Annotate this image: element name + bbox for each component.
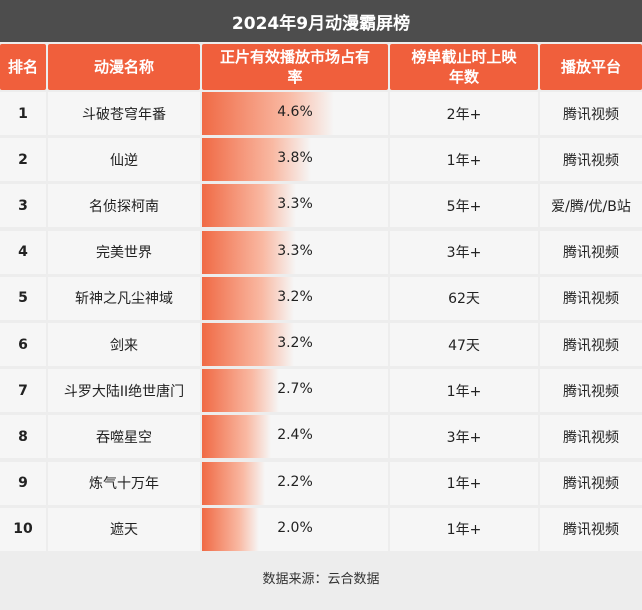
years-cell: 1年+ [390,369,538,413]
share-value-label: 2.2% [277,473,313,490]
years-cell: 2年+ [390,92,538,135]
data-source-note: 数据来源：云合数据 [262,571,380,587]
share-cell: 2.7% [202,369,388,413]
rank-cell: 4 [0,230,46,274]
share-value-label: 3.3% [277,196,313,213]
share-cell: 3.2% [202,323,388,366]
share-value-label: 3.8% [277,150,313,167]
anime-name-cell: 斗罗大陆II绝世唐门 [48,369,200,413]
share-bar [202,369,280,413]
share-cell: 2.0% [202,507,388,551]
years-cell: 1年+ [390,461,538,505]
share-bar [202,507,260,551]
share-bar [202,230,297,274]
years-cell: 47天 [390,323,538,366]
anime-name-cell: 仙逆 [48,138,200,182]
rank-cell: 5 [0,276,46,320]
share-value-label: 3.3% [277,242,313,259]
share-bar [202,323,294,366]
platform-cell: 腾讯视频 [540,461,642,505]
header-rank: 排名 [0,44,46,90]
platform-cell: 腾讯视频 [540,323,642,366]
share-bar [202,461,265,505]
years-cell: 5年+ [390,184,538,228]
anime-name-cell: 炼气十万年 [48,461,200,505]
anime-name-cell: 完美世界 [48,230,200,274]
years-cell: 1年+ [390,138,538,182]
share-cell: 2.4% [202,415,388,459]
platform-cell: 爱/腾/优/B站 [540,184,642,228]
anime-name-cell: 吞噬星空 [48,415,200,459]
rank-cell: 9 [0,461,46,505]
anime-name-cell: 剑来 [48,323,200,366]
header-name: 动漫名称 [48,44,200,90]
rank-cell: 8 [0,415,46,459]
years-cell: 1年+ [390,507,538,551]
rank-cell: 6 [0,323,46,366]
header-years: 榜单截止时上映年数 [390,44,538,90]
share-cell: 3.3% [202,230,388,274]
header-platform: 播放平台 [540,44,642,90]
years-cell: 3年+ [390,230,538,274]
years-cell: 62天 [390,276,538,320]
share-value-label: 3.2% [277,288,313,305]
share-cell: 3.3% [202,184,388,228]
platform-cell: 腾讯视频 [540,369,642,413]
share-bar [202,415,271,459]
rank-cell: 1 [0,92,46,135]
share-value-label: 4.6% [277,104,313,120]
platform-cell: 腾讯视频 [540,230,642,274]
share-cell: 3.2% [202,276,388,320]
header-share: 正片有效播放市场占有率 [202,44,388,90]
share-cell: 3.8% [202,138,388,182]
share-value-label: 2.7% [277,381,313,398]
rank-cell: 3 [0,184,46,228]
years-cell: 3年+ [390,415,538,459]
chart-title: 2024年9月动漫霸屏榜 [0,0,642,42]
platform-cell: 腾讯视频 [540,138,642,182]
share-bar [202,92,334,135]
share-cell: 4.6% [202,92,388,135]
rank-cell: 10 [0,507,46,551]
share-cell: 2.2% [202,461,388,505]
share-bar [202,276,294,320]
share-value-label: 3.2% [277,335,313,351]
anime-name-cell: 斗破苍穹年番 [48,92,200,135]
share-value-label: 2.4% [277,427,313,444]
platform-cell: 腾讯视频 [540,507,642,551]
anime-name-cell: 遮天 [48,507,200,551]
platform-cell: 腾讯视频 [540,415,642,459]
share-value-label: 2.0% [277,519,313,536]
share-bar [202,138,311,182]
rank-cell: 2 [0,138,46,182]
rank-cell: 7 [0,369,46,413]
anime-name-cell: 斩神之凡尘神域 [48,276,200,320]
platform-cell: 腾讯视频 [540,92,642,135]
anime-name-cell: 名侦探柯南 [48,184,200,228]
platform-cell: 腾讯视频 [540,276,642,320]
share-bar [202,184,297,228]
